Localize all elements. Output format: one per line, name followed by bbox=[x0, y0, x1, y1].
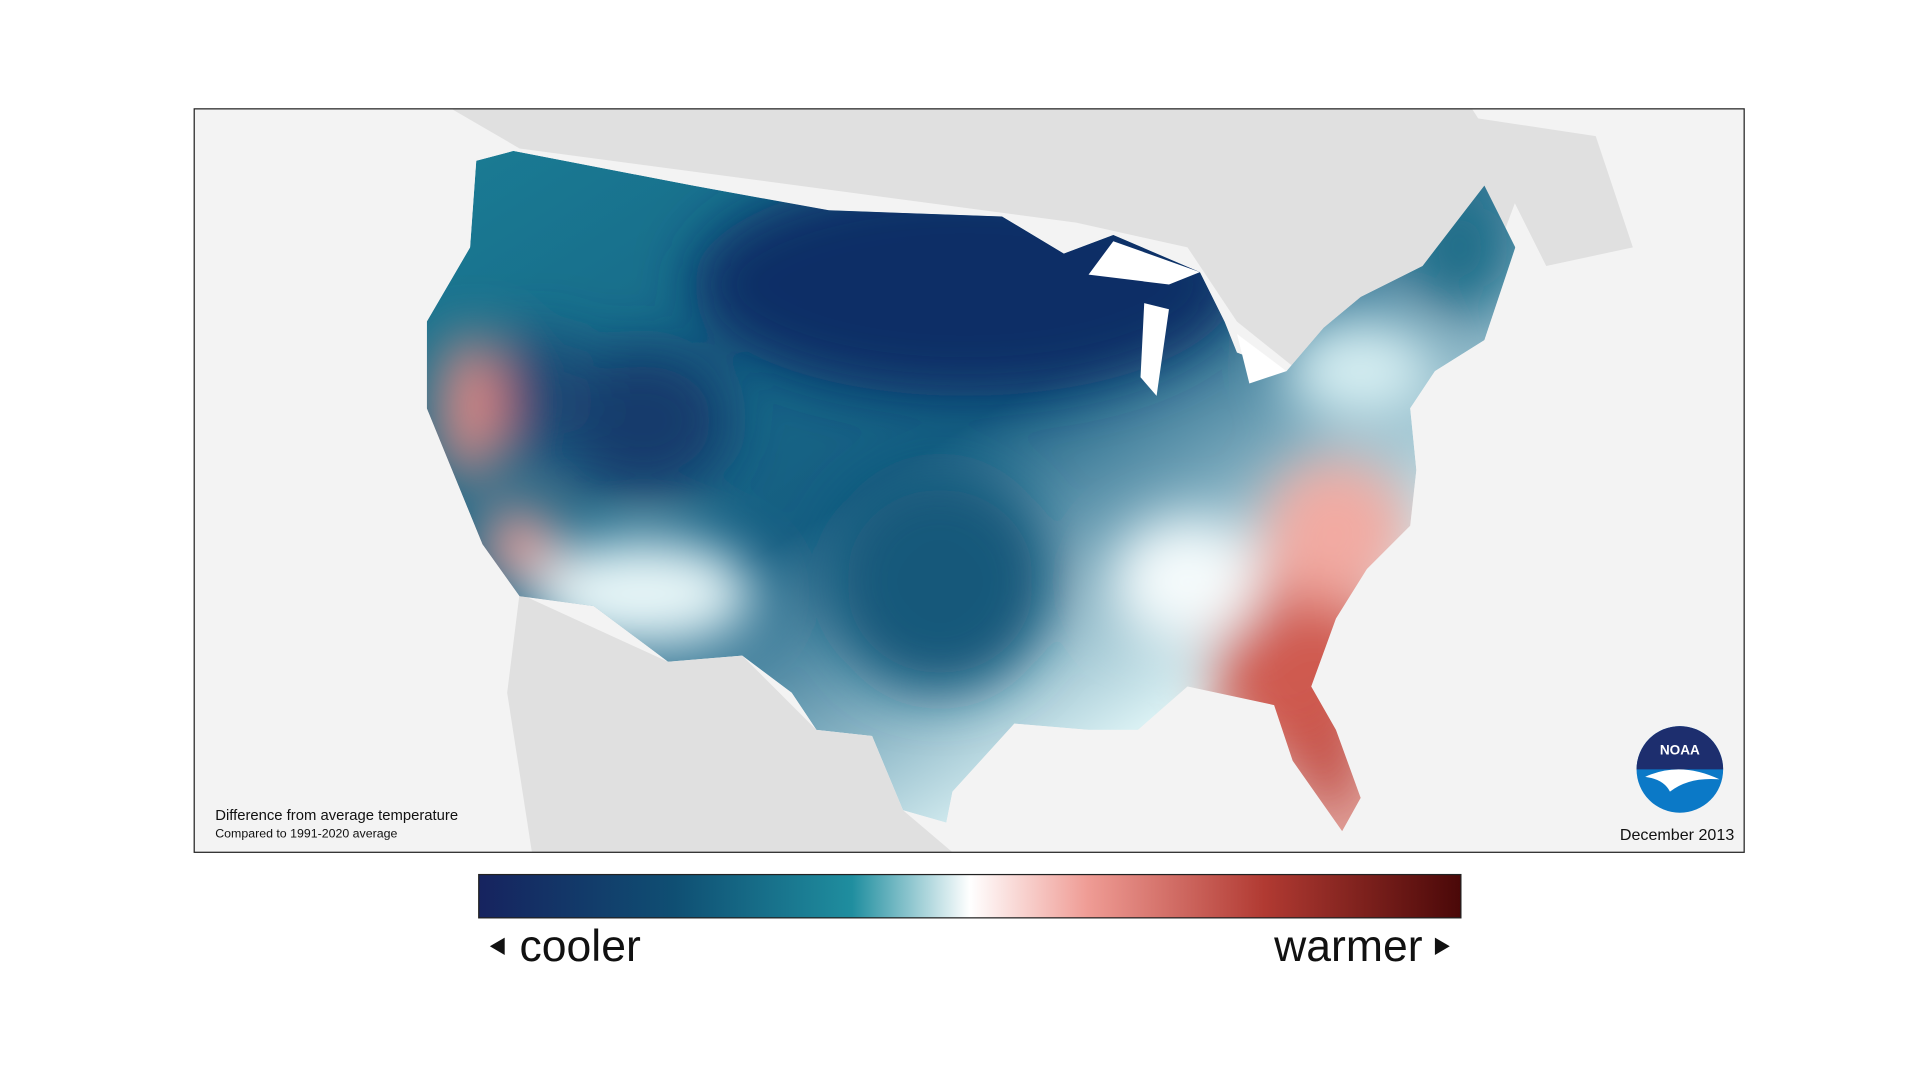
legend-high-label: warmer bbox=[1273, 922, 1423, 971]
logo-bird bbox=[1645, 769, 1720, 792]
legend-low-label: cooler bbox=[520, 922, 641, 971]
caption: Difference from average temperature bbox=[215, 808, 458, 824]
temperature-anomaly bbox=[426, 150, 1516, 832]
map: Difference from average temperature Comp… bbox=[193, 108, 1745, 971]
left-arrow bbox=[489, 937, 505, 955]
logo-text: NOAA bbox=[1660, 743, 1700, 758]
logo-top bbox=[1636, 726, 1724, 770]
map-frame bbox=[193, 108, 1745, 853]
right-arrow bbox=[1434, 937, 1450, 955]
date-label: December 2013 bbox=[1620, 826, 1734, 844]
noaa-logo: NOAA bbox=[1636, 726, 1724, 813]
land bbox=[426, 108, 1633, 853]
subcaption: Compared to 1991-2020 average bbox=[215, 826, 397, 840]
color-bar bbox=[478, 873, 1462, 919]
